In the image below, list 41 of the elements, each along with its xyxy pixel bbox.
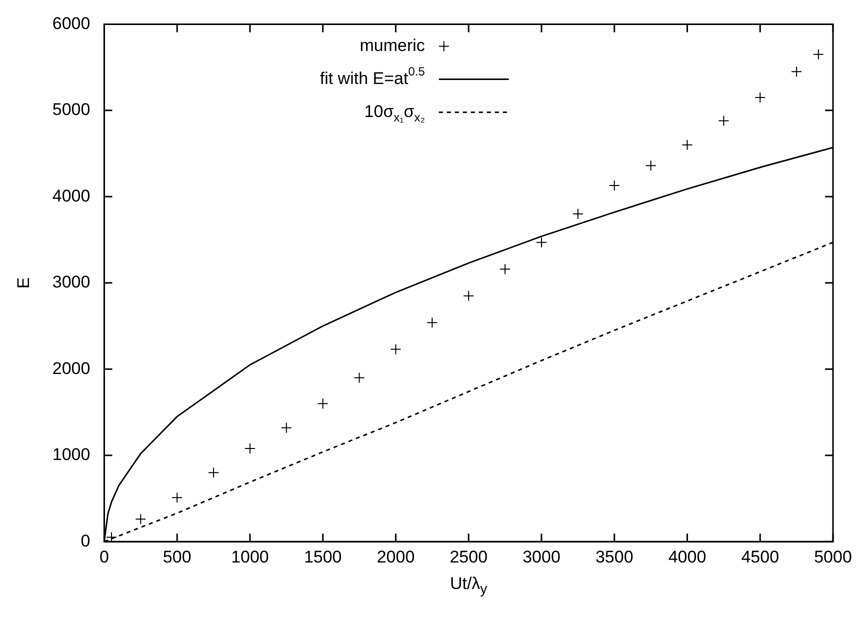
point bbox=[390, 344, 402, 355]
point bbox=[135, 514, 146, 525]
x-tick-label: 4500 bbox=[741, 547, 780, 566]
point bbox=[172, 492, 183, 504]
point bbox=[426, 317, 438, 328]
point bbox=[317, 398, 328, 410]
y-tick-label: 4000 bbox=[52, 186, 90, 206]
point bbox=[754, 92, 766, 103]
x-axis-title: Ut/λ$_{y}$ bbox=[448, 574, 488, 598]
point bbox=[682, 139, 693, 150]
legend-label: mumeric bbox=[360, 36, 426, 55]
point bbox=[208, 467, 220, 478]
y-tick-label: 2000 bbox=[52, 358, 90, 378]
x-tick-label: 4000 bbox=[668, 547, 706, 566]
point bbox=[718, 115, 730, 126]
x-tick-label: 2000 bbox=[376, 547, 415, 566]
x-tick-label: 3000 bbox=[522, 547, 560, 566]
x-tick-label: 5000 bbox=[814, 547, 852, 566]
x-tick-label: 0 bbox=[99, 547, 109, 566]
y-tick-label: 6000 bbox=[52, 14, 90, 33]
y-tick-label: 1000 bbox=[52, 445, 90, 464]
point bbox=[572, 208, 584, 220]
x-tick-label: 2500 bbox=[450, 547, 488, 566]
point bbox=[280, 422, 292, 434]
point bbox=[536, 236, 547, 248]
x-tick-label: 500 bbox=[162, 547, 192, 566]
point bbox=[812, 48, 824, 60]
y-tick-label: 5000 bbox=[52, 100, 90, 120]
point bbox=[244, 442, 256, 454]
x-tick-label: 1000 bbox=[231, 547, 269, 566]
point bbox=[463, 290, 474, 302]
x-tick-label: 1500 bbox=[304, 547, 342, 566]
point bbox=[791, 66, 802, 78]
point bbox=[645, 160, 656, 172]
point bbox=[608, 180, 620, 191]
point bbox=[500, 264, 511, 275]
y-tick-label: 3000 bbox=[52, 272, 90, 292]
y-axis-title: E bbox=[14, 277, 33, 289]
y-tick-label: 0 bbox=[80, 531, 90, 550]
x-tick-label: 3500 bbox=[595, 547, 634, 566]
point bbox=[354, 372, 365, 384]
